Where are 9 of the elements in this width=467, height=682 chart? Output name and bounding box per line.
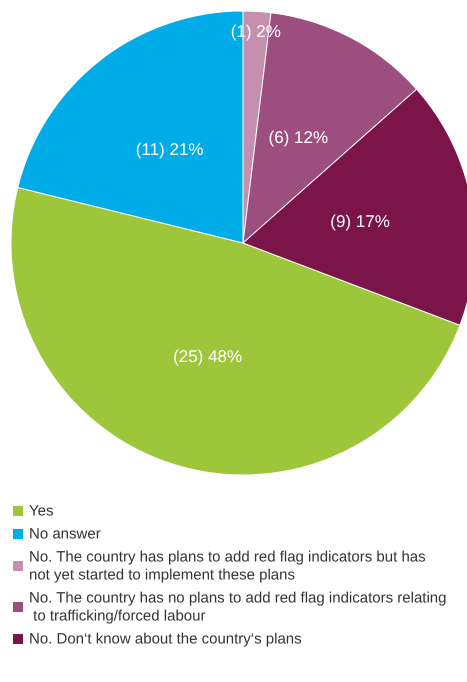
- data-label: (25) 48%: [173, 347, 242, 366]
- legend-label: No. The country has no plans to add red flag indicators relating to trafficking/forced labour: [29, 590, 446, 624]
- legend-label: Yes: [29, 502, 54, 520]
- data-label: (6) 12%: [268, 128, 328, 148]
- legend-label: No. Don‘t know about the country‘s plans: [29, 630, 302, 648]
- legend-label: No answer: [29, 526, 101, 542]
- data-label: (11) 21%: [136, 140, 204, 159]
- legend-label: No. The country has plans to add red flag indicators but has not yet started to implement these plans: [29, 548, 430, 584]
- data-label: (9) 17%: [330, 212, 390, 232]
